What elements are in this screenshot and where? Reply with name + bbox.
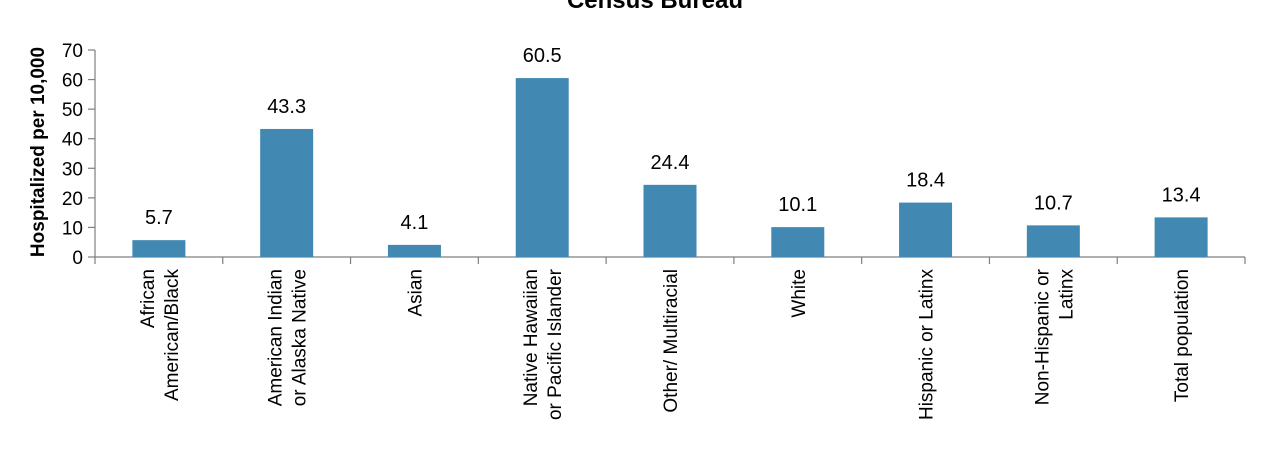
x-category-label-line: Other/ Multiracial	[661, 269, 682, 413]
y-tick-label: 10	[62, 218, 83, 239]
x-category-label-line: Hispanic or Latinx	[917, 269, 938, 421]
x-axis-category-labels: African American/Black American Indian or A…	[138, 268, 1193, 420]
bar	[643, 184, 697, 257]
data-label: 18.4	[906, 170, 945, 192]
bar	[1026, 225, 1080, 257]
bar	[260, 128, 314, 257]
data-label: 5.7	[145, 207, 173, 229]
x-category-label-line: American/Black	[162, 269, 183, 401]
x-category-label-line: Non-Hispanic or	[1032, 268, 1053, 405]
y-tick-label: 20	[62, 189, 83, 210]
data-label: 4.1	[401, 212, 429, 234]
x-category-label-line: Native Hawaiian	[521, 269, 542, 406]
y-axis-ticks: 0 10 20 30 40 50 60 70	[62, 41, 95, 269]
y-tick-label: 40	[62, 130, 83, 151]
data-label: 10.1	[778, 194, 817, 216]
data-label: 24.4	[651, 152, 690, 174]
data-label: 10.7	[1034, 192, 1073, 214]
bar	[771, 227, 825, 257]
bar	[132, 240, 186, 257]
data-label: 13.4	[1162, 184, 1201, 206]
x-category-label: Hispanic or Latinx	[917, 269, 938, 421]
chart-title: Census Bureau	[567, 0, 743, 14]
bar	[387, 244, 441, 257]
y-tick-label: 0	[72, 248, 83, 269]
y-tick-label: 30	[62, 159, 83, 180]
x-category-label: Non-Hispanic or Latinx	[1032, 268, 1077, 405]
x-category-label: Total population	[1172, 269, 1193, 402]
bars	[132, 78, 1208, 257]
bar	[1154, 217, 1208, 257]
y-axis-label: Hospitalized per 10,000	[28, 47, 49, 257]
bar	[899, 202, 953, 257]
x-category-label-line: Latinx	[1056, 269, 1077, 320]
data-labels: 5.7 43.3 4.1 60.5 24.4 10.1 18.4 10.7 13.4	[145, 45, 1201, 234]
data-label: 43.3	[267, 96, 306, 118]
y-tick-label: 70	[62, 41, 83, 62]
y-tick-label: 50	[62, 100, 83, 121]
x-category-label-line: African	[138, 269, 159, 328]
x-category-label: Other/ Multiracial	[661, 269, 682, 413]
x-category-label-line: White	[789, 269, 810, 318]
x-category-label: Asian	[405, 269, 426, 317]
x-category-label: African American/Black	[138, 269, 183, 401]
x-category-label-line: or Pacific Islander	[545, 268, 566, 420]
x-category-label-line: American Indian	[266, 269, 287, 406]
x-category-label: Native Hawaiian or Pacific Islander	[521, 268, 566, 420]
x-category-label: American Indian or Alaska Native	[266, 269, 311, 406]
bar	[515, 78, 569, 257]
x-category-label-line: Asian	[405, 269, 426, 317]
data-label: 60.5	[523, 45, 562, 67]
x-category-label: White	[789, 269, 810, 318]
x-category-label-line: Total population	[1172, 269, 1193, 402]
x-category-label-line: or Alaska Native	[290, 269, 311, 406]
y-tick-label: 60	[62, 71, 83, 92]
